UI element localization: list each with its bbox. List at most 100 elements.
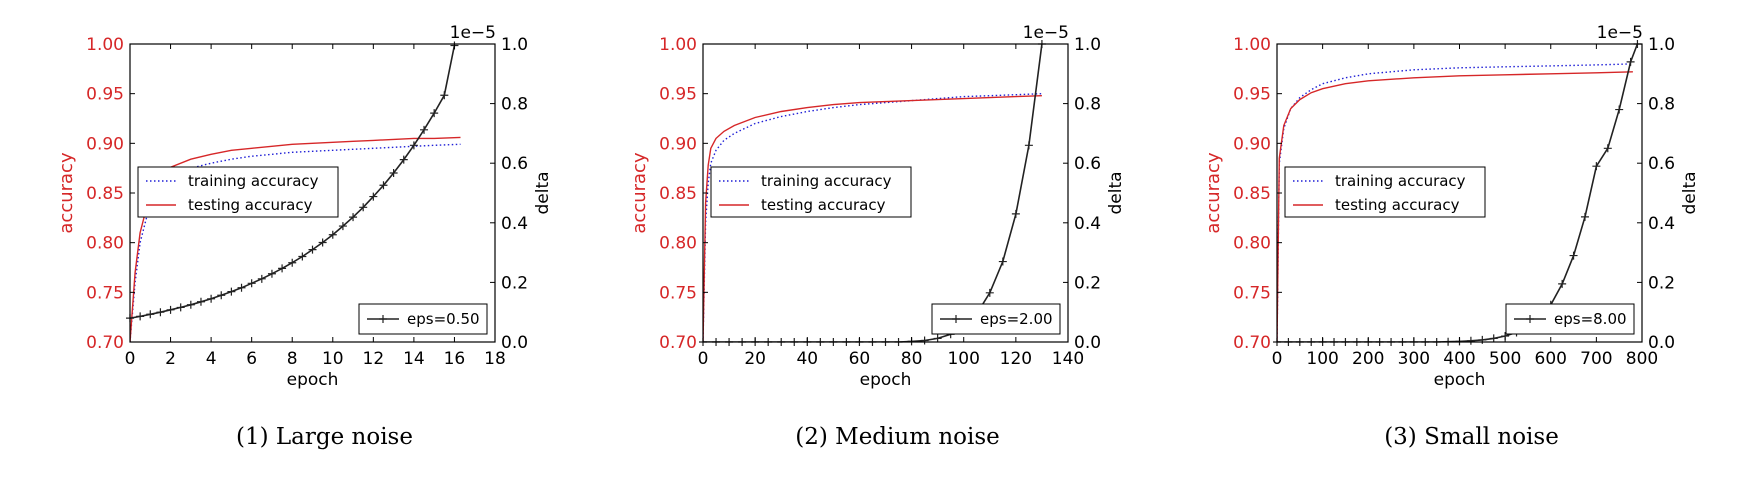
legend-label: testing accuracy — [1335, 196, 1460, 214]
delta-marker — [379, 181, 388, 190]
right-axis-exponent: 1e−5 — [1597, 23, 1643, 43]
delta-marker — [1580, 212, 1589, 221]
y-left-tick-label: 0.70 — [86, 333, 124, 353]
legend-label: testing accuracy — [188, 196, 313, 214]
delta-marker — [146, 310, 155, 319]
x-tick-label: 0 — [1272, 349, 1283, 369]
y-left-tick-label: 0.80 — [1233, 234, 1271, 254]
x-tick-label: 300 — [1398, 349, 1430, 369]
y-right-tick-label: 0.2 — [1648, 273, 1675, 293]
x-tick-label: 0 — [125, 349, 136, 369]
legend-label: training accuracy — [761, 172, 892, 190]
legend-label: eps=8.00 — [1554, 310, 1627, 328]
y-right-axis-label: delta — [1680, 171, 1700, 214]
y-left-tick-label: 0.90 — [1233, 134, 1271, 154]
x-tick-label: 4 — [206, 349, 217, 369]
delta-marker — [156, 308, 165, 317]
delta-marker — [207, 294, 216, 303]
delta-marker — [257, 274, 266, 283]
y-right-tick-label: 0.4 — [501, 214, 528, 234]
y-left-tick-label: 1.00 — [659, 35, 697, 55]
y-right-tick-label: 0.4 — [1074, 214, 1101, 234]
x-axis-label: epoch — [860, 370, 912, 390]
x-tick-label: 800 — [1626, 349, 1658, 369]
legend-label: testing accuracy — [761, 196, 886, 214]
y-left-tick-label: 0.75 — [659, 283, 697, 303]
y-right-tick-label: 0.4 — [1648, 214, 1675, 234]
delta-marker — [998, 257, 1007, 266]
y-right-tick-label: 0.0 — [1074, 333, 1101, 353]
y-left-tick-label: 0.70 — [1233, 333, 1271, 353]
delta-marker — [237, 283, 246, 292]
x-tick-label: 10 — [322, 349, 344, 369]
delta-marker — [1615, 105, 1624, 114]
y-left-tick-label: 0.85 — [1233, 184, 1271, 204]
x-tick-label: 100 — [947, 349, 979, 369]
y-right-axis-label: delta — [533, 171, 553, 214]
y-left-tick-label: 0.90 — [86, 134, 124, 154]
x-tick-label: 40 — [796, 349, 818, 369]
figure-caption: (1) Large noise — [236, 424, 413, 450]
delta-marker — [318, 238, 327, 247]
x-tick-label: 14 — [403, 349, 425, 369]
y-right-tick-label: 1.0 — [1074, 35, 1101, 55]
delta-marker — [136, 312, 145, 321]
delta-marker — [389, 169, 398, 178]
x-tick-label: 12 — [363, 349, 385, 369]
delta-marker — [409, 141, 418, 150]
y-left-axis-label: accuracy — [629, 152, 650, 234]
y-left-tick-label: 0.70 — [659, 333, 697, 353]
legend-marker-delta — [952, 315, 960, 323]
delta-marker — [227, 287, 236, 296]
delta-marker — [420, 125, 429, 134]
y-left-axis-label: accuracy — [1203, 152, 1224, 234]
delta-marker — [308, 245, 317, 254]
y-right-tick-label: 0.2 — [1074, 273, 1101, 293]
y-right-axis-label: delta — [1106, 171, 1126, 214]
y-left-tick-label: 0.75 — [86, 283, 124, 303]
y-right-tick-label: 0.0 — [1648, 333, 1675, 353]
x-tick-label: 120 — [1000, 349, 1032, 369]
delta-marker — [278, 264, 287, 273]
legend-label: eps=0.50 — [407, 310, 480, 328]
y-right-tick-label: 0.0 — [501, 333, 528, 353]
y-left-tick-label: 0.80 — [86, 234, 124, 254]
delta-marker — [430, 109, 439, 118]
y-left-tick-label: 0.80 — [659, 234, 697, 254]
delta-marker — [440, 91, 449, 100]
delta-marker — [1558, 279, 1567, 288]
x-axis-label: epoch — [287, 370, 339, 390]
x-tick-label: 6 — [246, 349, 257, 369]
legend-label: training accuracy — [1335, 172, 1466, 190]
legend-label: eps=2.00 — [980, 310, 1053, 328]
delta-marker — [1626, 57, 1635, 66]
right-axis-exponent: 1e−5 — [450, 23, 496, 43]
delta-marker — [196, 297, 205, 306]
delta-marker — [1569, 251, 1578, 260]
x-tick-label: 20 — [744, 349, 766, 369]
delta-marker — [298, 252, 307, 261]
y-right-tick-label: 0.8 — [1074, 95, 1101, 115]
delta-marker — [920, 336, 929, 345]
delta-marker — [1024, 141, 1033, 150]
delta-marker — [267, 269, 276, 278]
delta-marker — [166, 305, 175, 314]
y-right-tick-label: 0.6 — [1074, 154, 1101, 174]
delta-marker — [328, 230, 337, 239]
x-tick-label: 100 — [1306, 349, 1338, 369]
y-right-tick-label: 0.6 — [1648, 154, 1675, 174]
x-tick-label: 600 — [1535, 349, 1567, 369]
figure-caption: (3) Small noise — [1384, 424, 1559, 450]
delta-marker — [985, 288, 994, 297]
x-tick-label: 80 — [901, 349, 923, 369]
x-tick-label: 0 — [698, 349, 709, 369]
y-left-tick-label: 1.00 — [86, 35, 124, 55]
y-left-tick-label: 0.75 — [1233, 283, 1271, 303]
accuracy-legend — [710, 166, 912, 218]
delta-marker — [1478, 335, 1487, 344]
right-axis-exponent: 1e−5 — [1023, 23, 1069, 43]
delta-marker — [288, 258, 297, 267]
y-right-tick-label: 0.6 — [501, 154, 528, 174]
x-tick-label: 200 — [1352, 349, 1384, 369]
